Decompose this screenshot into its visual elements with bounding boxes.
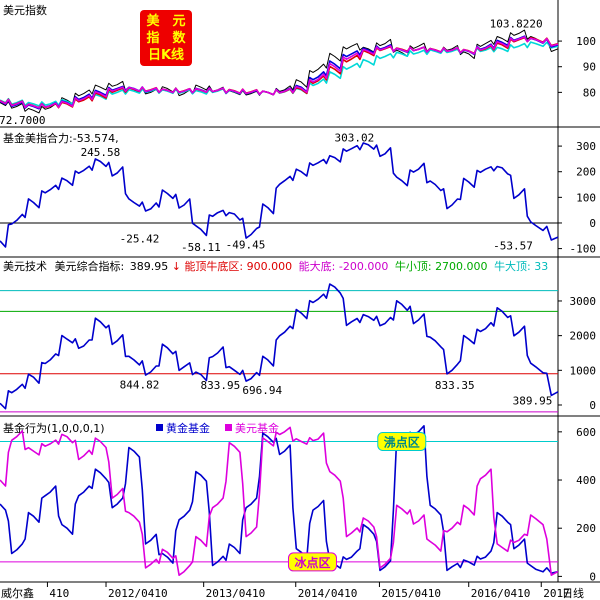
y-tick-label: 90 xyxy=(583,61,596,74)
y-tick-label: 0 xyxy=(589,570,596,583)
legend-value-3: 2700.000 xyxy=(435,260,488,273)
timeframe-label: 日线 xyxy=(562,586,584,600)
series-line xyxy=(0,283,559,410)
series-line xyxy=(0,35,559,110)
data-label: -53.57 xyxy=(493,240,533,253)
y-tick-label: 0 xyxy=(589,217,596,230)
x-axis: 威尔鑫 日线 410 2012/0410 2013/0410 2014/0410 201… xyxy=(1,582,584,600)
y-tick-label: -100 xyxy=(570,243,597,256)
legend-value-1: 900.000 xyxy=(247,260,293,273)
x-tick-label: 2017 xyxy=(543,587,570,600)
legend-label-4: 牛大顶: xyxy=(494,259,531,273)
badge-line-1: 美 元 xyxy=(146,13,185,29)
data-label: 103.8220 xyxy=(490,17,543,30)
badge-line-3: 日K线 xyxy=(148,47,184,63)
legend-value-4: 33 xyxy=(534,260,548,273)
panel-title: 基金美指合力:-53.574, xyxy=(3,131,119,145)
legend-label-3: 牛小顶: xyxy=(395,259,432,273)
data-label: 72.7000 xyxy=(0,114,45,127)
legend-swatch-dollar xyxy=(225,424,232,431)
y-tick-label: 200 xyxy=(576,166,596,179)
legend-label-2: 能大底: xyxy=(299,259,336,273)
kline-badge: 美 元 指 数 日K线 xyxy=(140,10,192,66)
zone-badge xyxy=(287,552,337,572)
x-tick-label: 410 xyxy=(49,587,69,600)
series-line xyxy=(0,426,559,576)
y-tick-label: 100 xyxy=(576,191,596,204)
legend-label-gold: 黄金基金 xyxy=(166,421,210,435)
y-tick-label: 80 xyxy=(583,86,596,99)
data-label: 303.02 xyxy=(334,131,374,144)
y-tick-label: 100 xyxy=(576,35,596,48)
y-tick-label: 600 xyxy=(576,426,596,439)
data-label: -49.45 xyxy=(226,239,266,252)
legend-label-1: 能顶牛底区: xyxy=(184,259,243,273)
y-tick-label: 1000 xyxy=(570,364,597,377)
panel-title: 基金行为(1,0,0,0,1) xyxy=(3,421,105,435)
x-tick-label: 2013/0410 xyxy=(206,587,266,600)
data-label: 696.94 xyxy=(242,384,282,397)
title-label: 基金美指合力: xyxy=(3,131,73,145)
y-tick-label: 0 xyxy=(589,399,596,412)
subtitle-label: 美元综合指标: xyxy=(55,259,125,273)
data-label: -25.42 xyxy=(120,232,160,245)
x-tick-label: 2014/0410 xyxy=(298,587,358,600)
data-label: 844.82 xyxy=(120,379,160,392)
data-label: 833.95 xyxy=(201,379,241,392)
zone-badge-label: 沸点区 xyxy=(384,434,420,449)
panel-title: 美元技术 美元综合指标: 389.95 ↓ 能顶牛底区: 900.000 能大底… xyxy=(3,259,548,273)
panel-fund-behavior: 基金行为(1,0,0,0,1) 黄金基金 美元基金 600 400 200 0 沸点区冰… xyxy=(0,421,596,583)
subtitle-value: 389.95 xyxy=(130,260,169,273)
panel-index-kline: 美元指数 美 元 指 数 日K线 80 90 100 103.8220 72.7000 xyxy=(0,3,596,127)
legend-swatch-gold xyxy=(156,424,163,431)
series-line xyxy=(0,142,559,248)
series-line xyxy=(0,36,559,109)
title-value: -53.574, xyxy=(73,132,119,145)
legend-value-2: -200.000 xyxy=(339,260,388,273)
data-label: -58.11 xyxy=(181,241,221,254)
panel-technical: 美元技术 美元综合指标: 389.95 ↓ 能顶牛底区: 900.000 能大底… xyxy=(0,259,597,413)
data-label: 389.95 xyxy=(513,394,553,407)
x-tick-label: 2012/0410 xyxy=(108,587,168,600)
series-line xyxy=(0,29,559,114)
zone-badge-label: 冰点区 xyxy=(294,555,330,570)
y-tick-label: 200 xyxy=(576,522,596,535)
panel-fund-index-force: 基金美指合力:-53.574, 300 200 100 0 -100 245.58 303.… xyxy=(0,131,596,256)
x-tick-label: 2016/0410 xyxy=(471,587,531,600)
zone-badge xyxy=(377,431,427,451)
title-label: 美元技术 xyxy=(3,260,47,273)
series-line xyxy=(0,425,559,574)
y-tick-label: 400 xyxy=(576,474,596,487)
data-label: 833.35 xyxy=(435,379,475,392)
y-tick-label: 3000 xyxy=(570,295,597,308)
y-tick-label: 300 xyxy=(576,140,596,153)
badge-line-2: 指 数 xyxy=(146,30,186,46)
badge-background xyxy=(140,10,192,66)
down-arrow-icon: ↓ xyxy=(172,260,181,273)
x-tick-label: 2015/0410 xyxy=(381,587,441,600)
data-label: 245.58 xyxy=(81,146,121,159)
legend-label-dollar: 美元基金 xyxy=(235,421,279,435)
panel-title: 美元指数 xyxy=(3,3,47,17)
brand-label: 威尔鑫 xyxy=(1,586,34,600)
y-tick-label: 2000 xyxy=(570,330,597,343)
